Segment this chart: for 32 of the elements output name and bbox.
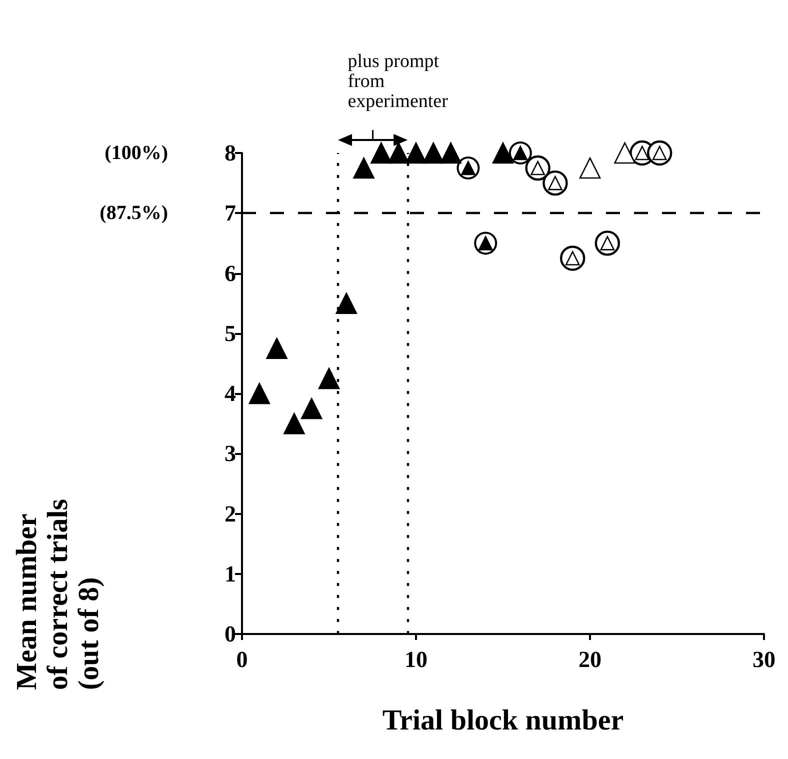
x-tick-label: 30 [752, 647, 776, 672]
point [614, 142, 636, 164]
y-tick-label: 4 [224, 381, 236, 406]
y-tick-label: 1 [224, 561, 236, 586]
text: (87.5%) [100, 201, 168, 226]
text: plus prompt from experimenter [348, 51, 449, 112]
text: (100%) [104, 141, 168, 165]
point [405, 142, 427, 164]
point [336, 292, 358, 314]
y-tick-label: 0 [224, 622, 236, 646]
x-tick-label: 20 [578, 647, 602, 672]
point [300, 398, 322, 420]
point [370, 142, 392, 164]
point [284, 412, 305, 434]
x-axis-title: Trial block number [382, 704, 624, 736]
y-tick-label: 7 [224, 200, 236, 226]
x-tick-label: 10 [404, 647, 428, 672]
y-axis-title: Mean number of correct trials (out of 8) [11, 498, 105, 690]
point [318, 368, 340, 390]
y-tick-label: 2 [224, 501, 236, 526]
point [579, 157, 601, 179]
y-tick-label: 8 [224, 140, 236, 166]
point [440, 142, 462, 164]
y-tick-label: 6 [224, 260, 236, 286]
point [248, 382, 270, 404]
point [492, 142, 514, 164]
point [422, 142, 444, 164]
point [388, 142, 410, 164]
y-tick-label: 5 [224, 320, 236, 346]
point [353, 157, 374, 179]
y-tick-label: 3 [224, 441, 236, 466]
point [266, 338, 288, 360]
